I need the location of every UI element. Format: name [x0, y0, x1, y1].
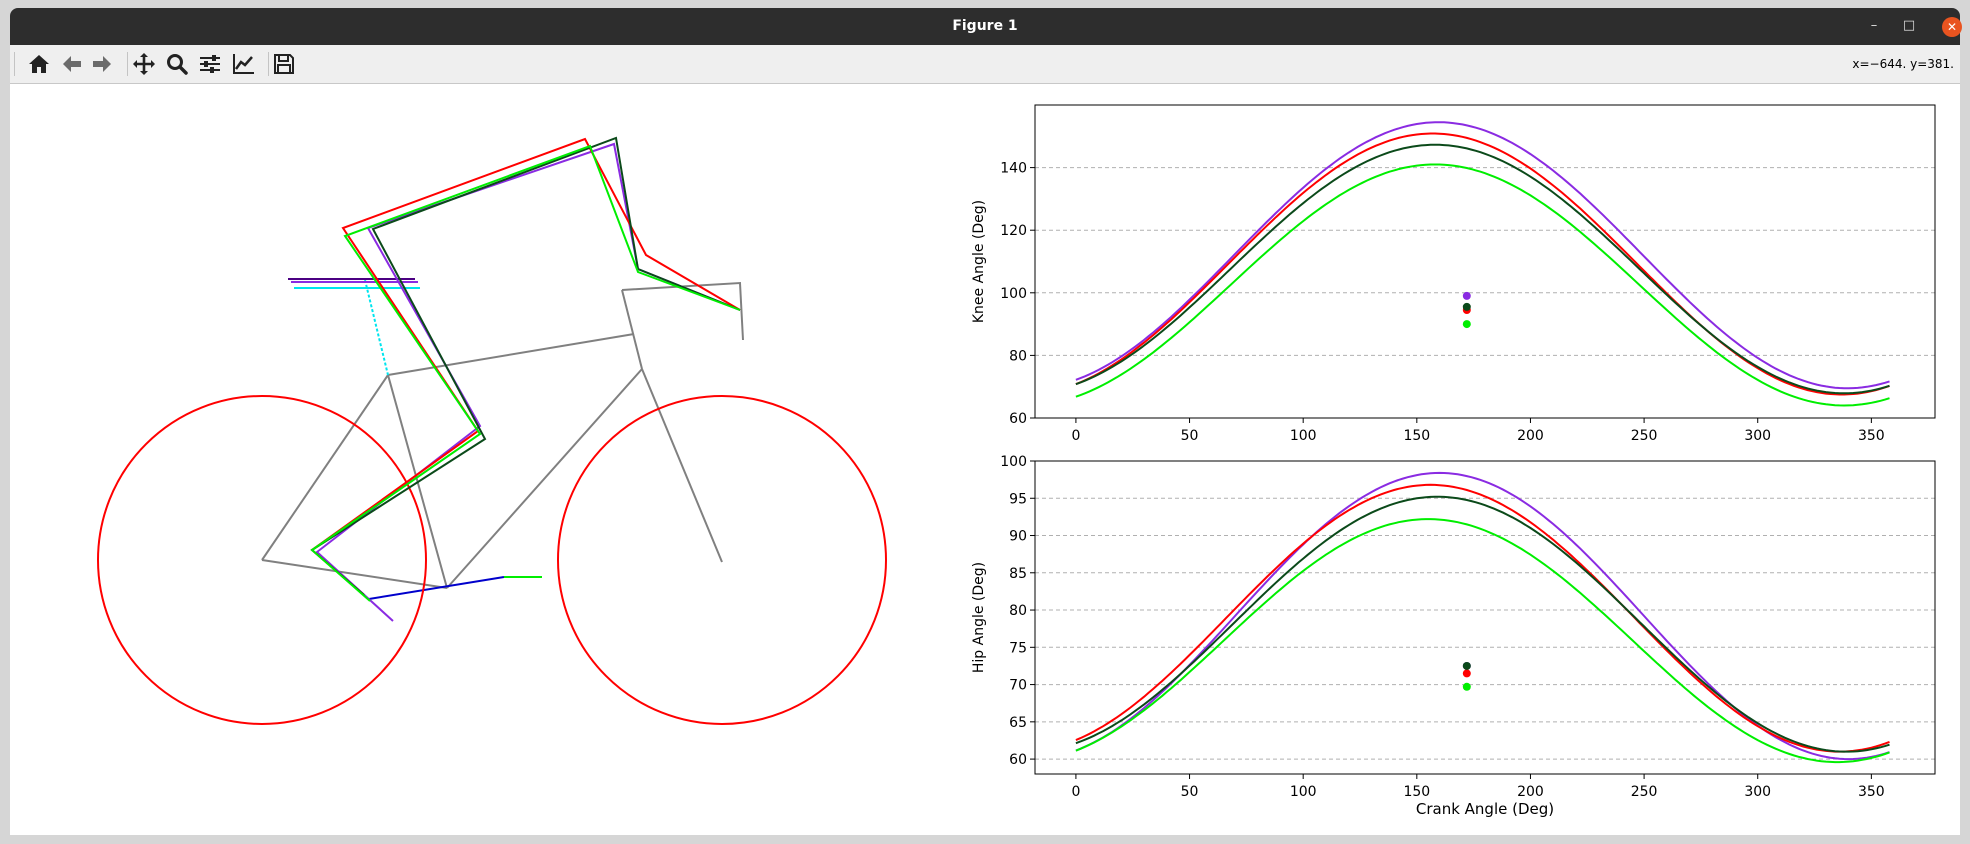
x-tick-label: 200: [1517, 784, 1544, 800]
y-tick-label: 70: [1009, 678, 1027, 694]
x-tick-label: 300: [1744, 784, 1771, 800]
rider-darkgreen: [310, 136, 741, 596]
y-tick-label: 80: [1009, 603, 1027, 619]
rider-purple: [315, 142, 741, 622]
maximize-button[interactable]: □: [1902, 18, 1916, 33]
series-line-green: [1075, 163, 1890, 407]
angle-plots: 60 80 100 120 140 0 50 100 150 200 250 300 350 Knee A…: [971, 104, 1936, 818]
zoom-magnifier-icon[interactable]: [165, 52, 189, 76]
axes-frame: [1034, 104, 1936, 419]
window-title: Figure 1: [952, 18, 1018, 34]
y-tick-label: 65: [1009, 715, 1027, 731]
x-tick-label: 100: [1290, 428, 1317, 444]
y-tick-label: 140: [1000, 161, 1027, 177]
marker-green: [1462, 320, 1471, 329]
axes-frame: [1034, 460, 1936, 775]
toolbar-separator: [268, 52, 269, 76]
series-line-red: [1075, 132, 1890, 396]
back-arrow-icon[interactable]: [60, 52, 84, 76]
series-line-red: [1075, 483, 1890, 753]
window-titlebar[interactable]: Figure 1 – □ ✕: [10, 8, 1962, 45]
x-tick-label: 250: [1631, 784, 1658, 800]
series-line-green: [1075, 518, 1890, 764]
x-tick-label: 300: [1744, 428, 1771, 444]
x-tick-label: 250: [1631, 428, 1658, 444]
forward-arrow-icon[interactable]: [90, 52, 114, 76]
navigation-toolbar: x=−644. y=381.: [10, 45, 1960, 84]
pan-move-icon[interactable]: [132, 52, 156, 76]
marker-green: [1462, 682, 1471, 691]
x-tick-label: 0: [1071, 784, 1080, 800]
y-axis-label: Knee Angle (Deg): [971, 200, 987, 323]
y-tick-label: 60: [1009, 411, 1027, 427]
y-tick-label: 100: [1000, 454, 1027, 470]
toolbar-separator: [127, 52, 128, 76]
save-disk-icon[interactable]: [272, 52, 296, 76]
crank-arm: [368, 576, 505, 600]
cursor-coordinates: x=−644. y=381.: [1852, 57, 1954, 71]
x-tick-label: 150: [1403, 784, 1430, 800]
marker-darkgreen: [1462, 661, 1471, 670]
y-axis-label: Hip Angle (Deg): [971, 562, 987, 673]
series-line-purple: [1075, 121, 1890, 390]
y-tick-label: 95: [1009, 491, 1027, 507]
x-tick-label: 150: [1403, 428, 1430, 444]
bike-fit-diagram: [97, 136, 887, 725]
x-tick-label: 350: [1858, 784, 1885, 800]
home-icon[interactable]: [27, 52, 51, 76]
series-line-darkgreen: [1075, 143, 1890, 395]
x-tick-label: 50: [1181, 428, 1199, 444]
marker-darkgreen: [1462, 302, 1471, 311]
x-tick-label: 0: [1071, 428, 1080, 444]
y-tick-label: 85: [1009, 566, 1027, 582]
figure-canvas[interactable]: 60 80 100 120 140 0 50 100 150 200 250 300 350 Knee A…: [10, 84, 1960, 835]
minimize-button[interactable]: –: [1870, 18, 1878, 33]
rear-wheel: [97, 395, 427, 725]
x-tick-label: 200: [1517, 428, 1544, 444]
x-tick-label: 100: [1290, 784, 1317, 800]
configure-subplots-icon[interactable]: [198, 52, 222, 76]
knee-angle-axes: 60 80 100 120 140 0 50 100 150 200 250 300 350 Knee A…: [971, 104, 1936, 444]
close-button[interactable]: ✕: [1942, 17, 1962, 37]
y-tick-label: 75: [1009, 640, 1027, 656]
rider-red: [310, 137, 741, 596]
seatpost-line: [364, 279, 389, 376]
x-axis-label: Crank Angle (Deg): [1416, 800, 1554, 818]
y-tick-label: 60: [1009, 752, 1027, 768]
toolbar-handle: [14, 52, 15, 76]
series-line-darkgreen: [1075, 495, 1890, 753]
y-tick-label: 120: [1000, 223, 1027, 239]
rider-green: [310, 144, 741, 602]
series-line-purple: [1075, 471, 1890, 761]
bike-frame: [261, 281, 744, 589]
y-tick-label: 90: [1009, 529, 1027, 545]
marker-purple: [1462, 291, 1471, 300]
x-tick-label: 50: [1181, 784, 1199, 800]
front-wheel: [557, 395, 887, 725]
x-tick-label: 350: [1858, 428, 1885, 444]
edit-axes-icon[interactable]: [231, 52, 255, 76]
hip-angle-axes: 60 65 70 75 80 85 90 95 100 0 50 100 150 200 250 300 350…: [971, 454, 1936, 818]
marker-red: [1462, 669, 1471, 678]
y-tick-label: 100: [1000, 286, 1027, 302]
y-tick-label: 80: [1009, 348, 1027, 364]
